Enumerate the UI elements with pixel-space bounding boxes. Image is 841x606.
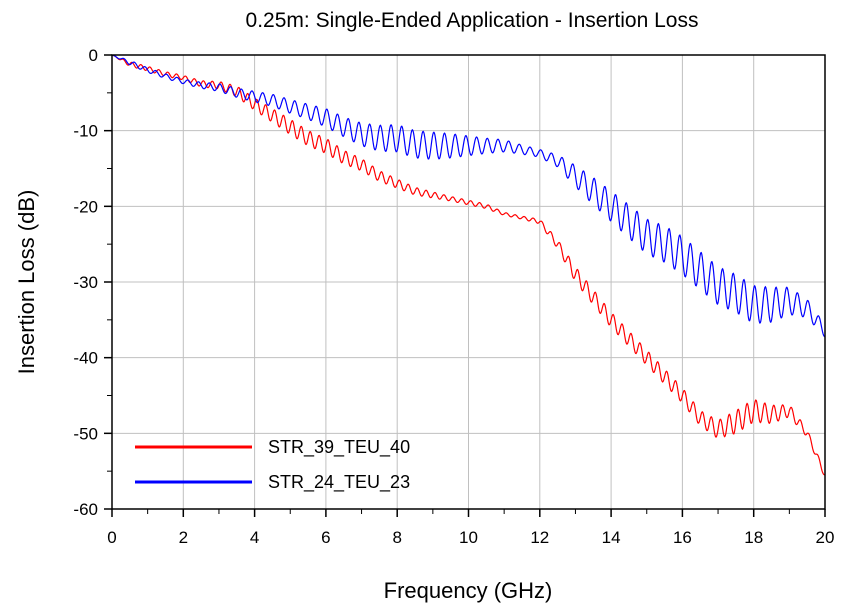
y-tick-label: 0	[89, 46, 98, 65]
y-tick-label: -30	[73, 273, 98, 292]
series-line-str-24-teu-23	[111, 54, 826, 338]
x-tick-label: 6	[321, 528, 330, 547]
legend: STR_39_TEU_40 STR_24_TEU_23	[135, 437, 410, 493]
x-tick-label: 0	[107, 528, 116, 547]
x-axis-title: Frequency (GHz)	[384, 578, 553, 603]
x-tick-label: 10	[459, 528, 478, 547]
series-line-str-39-teu-40	[111, 54, 826, 476]
x-tick-label: 4	[250, 528, 259, 547]
tick-labels-layer: 0 2 4 6 8 10 12 14 16 18 20 0 -10 -20 -30 -40 -50 -60	[73, 46, 834, 547]
chart-title: 0.25m: Single-Ended Application - Insert…	[246, 9, 699, 32]
y-tick-label: -40	[73, 349, 98, 368]
y-axis-title: Insertion Loss (dB)	[14, 190, 39, 375]
x-tick-label: 8	[392, 528, 401, 547]
x-tick-label: 18	[744, 528, 763, 547]
y-tick-label: -50	[73, 424, 98, 443]
x-tick-label: 14	[602, 528, 621, 547]
x-tick-label: 16	[673, 528, 692, 547]
y-tick-label: -10	[73, 122, 98, 141]
series-layer	[111, 54, 826, 476]
y-tick-label: -20	[73, 197, 98, 216]
x-tick-label: 2	[179, 528, 188, 547]
legend-label: STR_39_TEU_40	[268, 437, 410, 458]
x-tick-label: 20	[816, 528, 835, 547]
legend-label: STR_24_TEU_23	[268, 472, 410, 493]
grid-layer	[112, 55, 825, 509]
ticks-layer	[104, 54, 826, 517]
y-tick-label: -60	[73, 500, 98, 519]
x-tick-label: 12	[530, 528, 549, 547]
